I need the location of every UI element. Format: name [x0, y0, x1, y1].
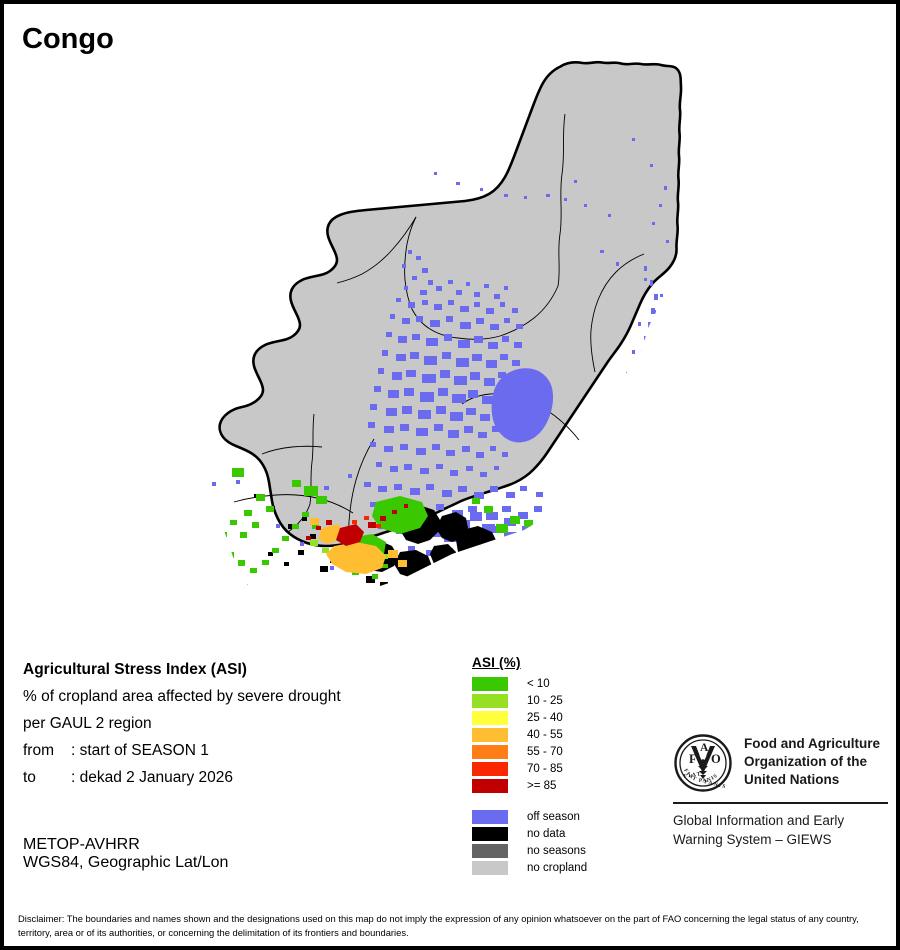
legend-item-40-55: 40 - 55	[472, 726, 587, 743]
asi-class-70-85	[352, 516, 381, 528]
map-canvas	[4, 54, 896, 634]
legend-item-10-25: 10 - 25	[472, 692, 587, 709]
sensor-label: METOP-AVHRR	[23, 836, 140, 853]
legend-title: ASI (%)	[472, 655, 521, 670]
map-info-block: Agricultural Stress Index (ASI) % of cro…	[23, 656, 453, 791]
legend-item-no-cropland: no cropland	[472, 859, 587, 876]
svg-text:F: F	[689, 752, 697, 766]
giews-system-name: Global Information and Early Warning Sys…	[673, 812, 888, 849]
legend-label: < 10	[527, 677, 550, 690]
legend-swatch	[472, 744, 508, 759]
svg-text:FIAT: FIAT	[683, 771, 702, 780]
fao-org-line-3: United Nations	[744, 772, 840, 787]
fao-logo-block: F A O FIAT PANIS FIAT PANIS Food and Agr…	[673, 733, 888, 849]
legend-item-55-70: 55 - 70	[472, 743, 587, 760]
period-from-row: from : start of SEASON 1	[23, 737, 453, 764]
period-to-value: : dekad 2 January 2026	[71, 769, 234, 786]
map-legend: ASI (%) < 10 10 - 25 25 - 40 40 - 55 55 …	[472, 655, 587, 876]
svg-text:O: O	[711, 752, 721, 766]
legend-label: 40 - 55	[527, 728, 563, 741]
disclaimer-text: Disclaimer: The boundaries and names sho…	[18, 913, 859, 938]
legend-label: no seasons	[527, 844, 586, 857]
legend-divider	[472, 794, 587, 808]
fao-organization-name: Food and Agriculture Organization of the…	[744, 733, 880, 789]
giews-line-1: Global Information and Early	[673, 813, 845, 828]
fao-org-line-2: Organization of the	[744, 754, 867, 769]
legend-swatch	[472, 676, 508, 691]
legend-label: no data	[527, 827, 566, 840]
legend-label: >= 85	[527, 779, 557, 792]
legend-swatch	[472, 727, 508, 742]
legend-item-no-data: no data	[472, 825, 587, 842]
period-to-key: to	[23, 769, 36, 786]
legend-swatch	[472, 860, 508, 875]
svg-text:A: A	[700, 742, 709, 754]
fao-header: F A O FIAT PANIS FIAT PANIS Food and Agr…	[673, 733, 888, 793]
legend-item-lt10: < 10	[472, 675, 587, 692]
legend-label: 70 - 85	[527, 762, 563, 775]
fao-org-line-1: Food and Agriculture	[744, 736, 880, 751]
legend-item-off-season: off season	[472, 808, 587, 825]
legend-label: off season	[527, 810, 580, 823]
asi-heading: Agricultural Stress Index (ASI)	[23, 661, 247, 678]
page-title: Congo	[22, 23, 114, 55]
legend-item-25-40: 25 - 40	[472, 709, 587, 726]
asi-description-line1: % of cropland area affected by severe dr…	[23, 688, 341, 705]
legend-item-70-85: 70 - 85	[472, 760, 587, 777]
legend-item-gte85: >= 85	[472, 777, 587, 794]
legend-swatch	[472, 761, 508, 776]
legend-label: no cropland	[527, 861, 588, 874]
fao-emblem-icon: F A O FIAT PANIS FIAT PANIS	[673, 733, 733, 793]
projection-label: WGS84, Geographic Lat/Lon	[23, 854, 229, 871]
period-from-key: from	[23, 742, 54, 759]
giews-line-2: Warning System – GIEWS	[673, 831, 832, 847]
period-to-row: to : dekad 2 January 2026	[23, 764, 453, 791]
legend-swatch	[472, 809, 508, 824]
legend-label: 25 - 40	[527, 711, 563, 724]
source-block: METOP-AVHRR WGS84, Geographic Lat/Lon	[23, 836, 228, 872]
legend-swatch	[472, 778, 508, 793]
legend-swatch	[472, 826, 508, 841]
legend-label: 10 - 25	[527, 694, 563, 707]
asi-description-line2: per GAUL 2 region	[23, 715, 152, 732]
legend-swatch	[472, 710, 508, 725]
svg-text:PANIS: PANIS	[704, 779, 728, 790]
off-season-water-body	[491, 368, 554, 443]
legend-item-no-seasons: no seasons	[472, 842, 587, 859]
legend-swatch	[472, 693, 508, 708]
period-from-value: : start of SEASON 1	[71, 742, 209, 759]
legend-label: 55 - 70	[527, 745, 563, 758]
fao-divider	[673, 802, 888, 804]
legend-swatch	[472, 843, 508, 858]
